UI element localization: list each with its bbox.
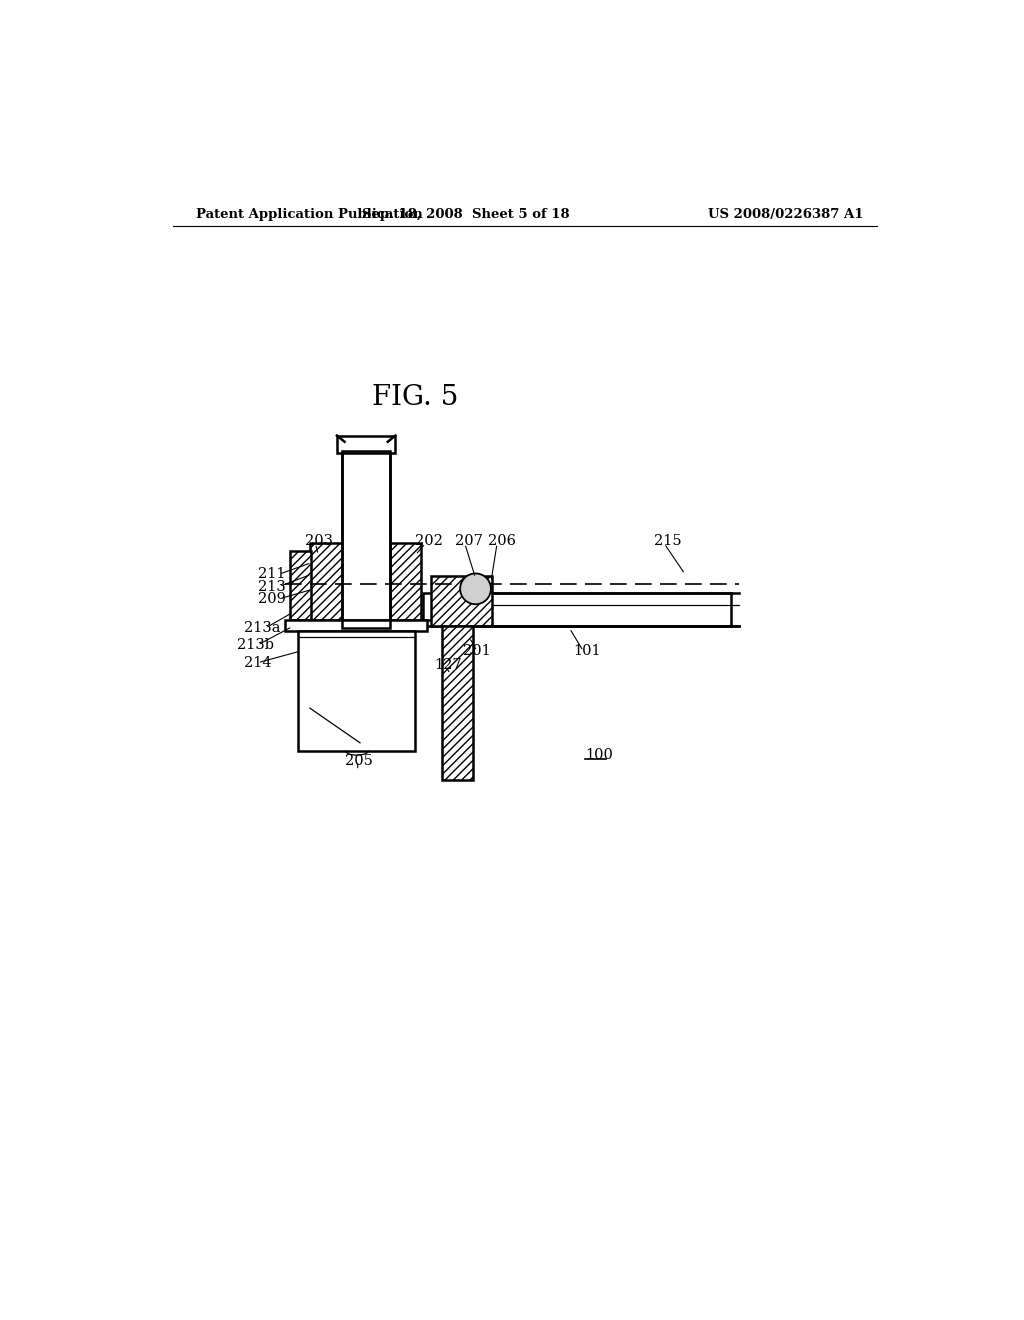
Text: Sep. 18, 2008  Sheet 5 of 18: Sep. 18, 2008 Sheet 5 of 18 <box>361 209 569 222</box>
Bar <box>431 576 493 626</box>
Bar <box>342 451 390 628</box>
Bar <box>442 626 473 780</box>
Text: 203: 203 <box>304 535 333 548</box>
Bar <box>337 436 395 453</box>
Bar <box>285 620 427 631</box>
Text: 201: 201 <box>463 644 490 659</box>
Text: 207: 207 <box>456 535 483 548</box>
Text: FIG. 5: FIG. 5 <box>373 384 459 411</box>
Text: 213b: 213b <box>237 638 273 652</box>
Text: 101: 101 <box>573 644 601 659</box>
Text: 213a: 213a <box>244 622 281 635</box>
Ellipse shape <box>460 573 490 605</box>
Bar <box>298 631 416 751</box>
Text: 205: 205 <box>345 754 373 767</box>
Bar <box>310 544 343 630</box>
Bar <box>423 594 731 626</box>
Text: Patent Application Publication: Patent Application Publication <box>196 209 423 222</box>
Text: 215: 215 <box>654 535 682 548</box>
Text: 213: 213 <box>258 579 286 594</box>
Text: 211: 211 <box>258 568 285 581</box>
Bar <box>290 552 310 620</box>
Bar <box>390 544 421 630</box>
Text: US 2008/0226387 A1: US 2008/0226387 A1 <box>708 209 863 222</box>
Text: 127: 127 <box>435 659 462 672</box>
Text: 202: 202 <box>416 535 443 548</box>
Text: 214: 214 <box>244 656 271 669</box>
Text: 209: 209 <box>258 591 286 606</box>
Text: 206: 206 <box>487 535 516 548</box>
Bar <box>344 451 388 628</box>
Text: 100: 100 <box>585 748 612 762</box>
Bar <box>342 451 390 628</box>
